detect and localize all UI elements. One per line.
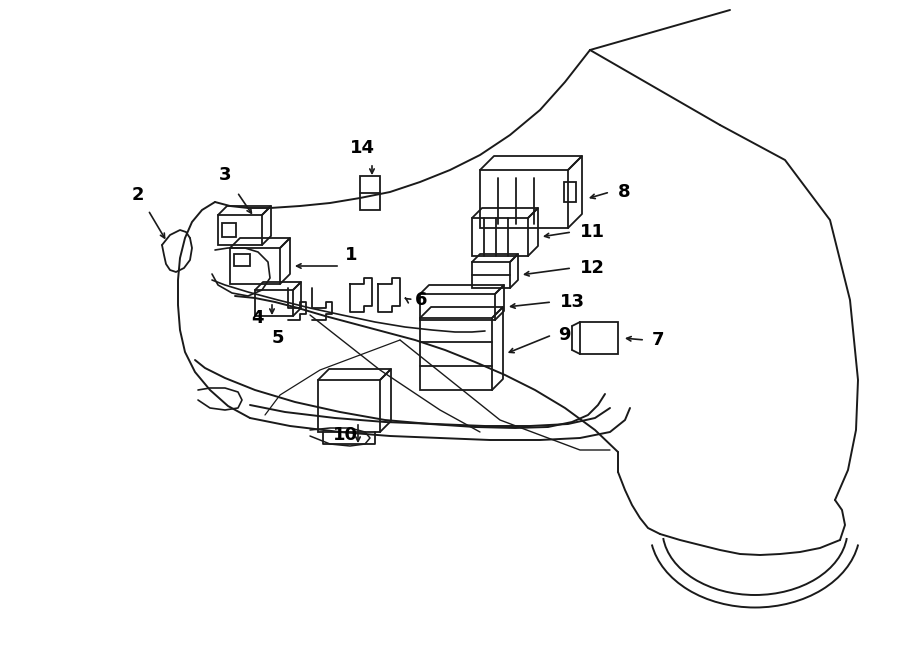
Bar [222, 223, 236, 237]
Bar [564, 182, 576, 202]
Text: 13: 13 [560, 293, 585, 311]
Bar [480, 170, 568, 228]
Bar [255, 290, 293, 316]
Bar [420, 294, 495, 320]
Text: 12: 12 [580, 259, 605, 277]
Bar [234, 254, 250, 266]
Text: 3: 3 [219, 166, 231, 184]
Text: 2: 2 [132, 186, 145, 204]
Bar [472, 218, 528, 256]
Text: 10: 10 [332, 426, 357, 444]
Text: 6: 6 [415, 291, 428, 309]
Text: 8: 8 [618, 183, 631, 201]
Text: 5: 5 [272, 329, 284, 347]
Text: 7: 7 [652, 331, 664, 349]
Bar [230, 248, 280, 284]
Text: 1: 1 [345, 246, 357, 264]
Bar [218, 215, 262, 245]
Text: 9: 9 [558, 326, 571, 344]
Bar [360, 176, 380, 210]
Text: 11: 11 [580, 223, 605, 241]
Bar [580, 322, 618, 354]
Bar [318, 380, 380, 432]
Bar [472, 262, 510, 288]
Text: 4: 4 [251, 309, 263, 327]
Text: 14: 14 [349, 139, 374, 157]
Bar [420, 318, 492, 390]
